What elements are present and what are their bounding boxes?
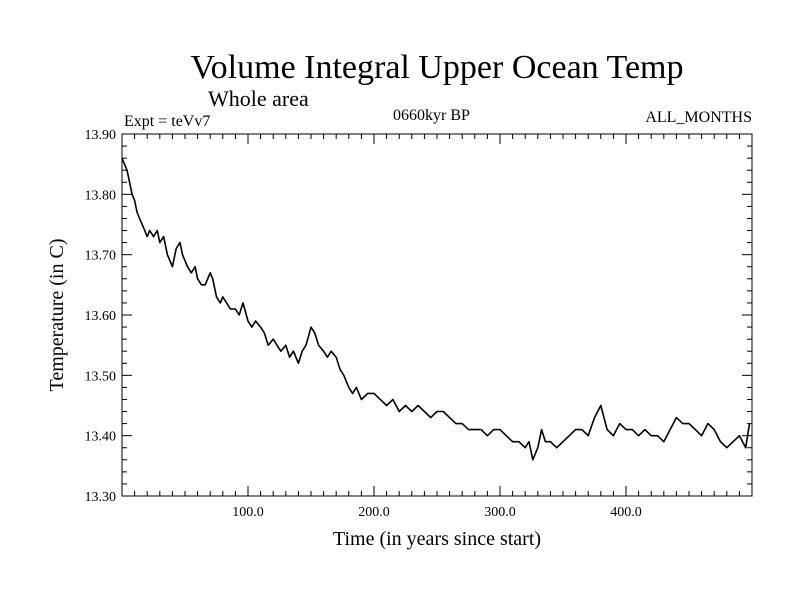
experiment-label: Expt = teVv7	[124, 113, 210, 130]
chart-subtitle: Whole area	[208, 86, 309, 111]
y-tick-label: 13.50	[85, 369, 117, 384]
x-axis-label: Time (in years since start)	[333, 528, 541, 550]
y-axis-label: Temperature (in C)	[46, 239, 68, 392]
temperature-series-line	[121, 157, 751, 461]
x-tick-label: 200.0	[358, 505, 390, 520]
y-tick-label: 13.60	[85, 309, 117, 324]
plot-area: 100.0 200.0 300.0 400.0 13.30 13.40 13.50 13.60…	[85, 128, 753, 520]
axis-tick-labels: 100.0 200.0 300.0 400.0 13.30 13.40 13.50 13.60…	[85, 128, 642, 520]
y-tick-label: 13.80	[85, 188, 117, 203]
period-label: 0660kyr BP	[393, 107, 470, 124]
x-tick-label: 300.0	[484, 505, 516, 520]
months-label: ALL_MONTHS	[645, 109, 752, 126]
chart-title: Volume Integral Upper Ocean Temp	[191, 49, 684, 86]
y-tick-label: 13.30	[85, 490, 117, 505]
y-tick-label: 13.40	[85, 430, 117, 445]
x-tick-label: 400.0	[610, 505, 642, 520]
y-tick-label: 13.90	[85, 128, 117, 143]
axis-ticks	[122, 134, 752, 496]
x-tick-label: 100.0	[232, 505, 264, 520]
plot-frame	[121, 133, 753, 497]
y-tick-label: 13.70	[85, 249, 117, 264]
